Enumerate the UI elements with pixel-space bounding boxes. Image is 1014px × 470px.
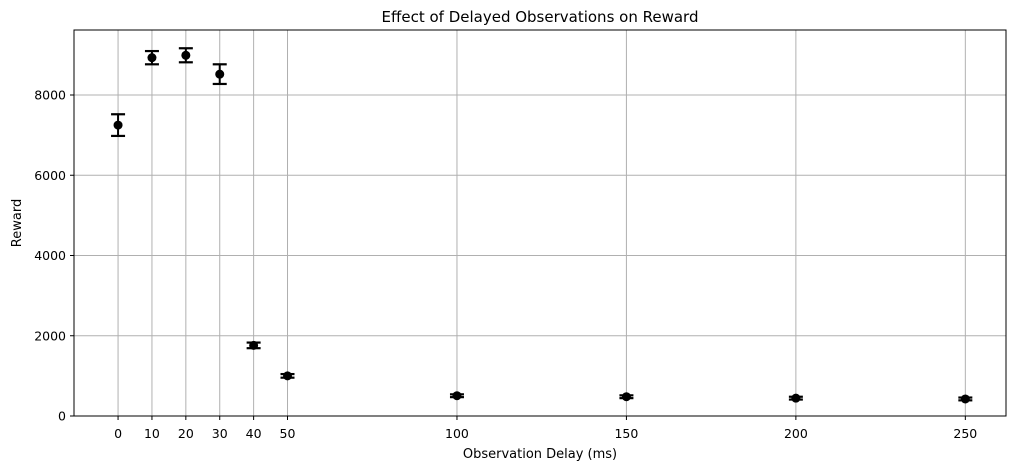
- x-tick-label: 10: [144, 426, 160, 441]
- x-tick-label: 200: [784, 426, 808, 441]
- x-axis-title: Observation Delay (ms): [463, 447, 617, 462]
- x-tick-label: 20: [178, 426, 194, 441]
- y-axis-title: Reward: [10, 199, 25, 247]
- y-tick-label: 4000: [34, 248, 66, 263]
- data-point: [452, 391, 462, 401]
- data-point: [113, 120, 123, 130]
- chart-title: Effect of Delayed Observations on Reward: [382, 8, 699, 26]
- data-point: [215, 69, 225, 79]
- x-tick-label: 250: [953, 426, 977, 441]
- data-point: [181, 50, 191, 60]
- x-tick-label: 40: [246, 426, 262, 441]
- grid: [74, 30, 1006, 417]
- data-point: [283, 371, 293, 381]
- data-points: [113, 50, 970, 404]
- data-point: [791, 393, 801, 403]
- data-point: [249, 340, 259, 350]
- y-tick-label: 6000: [34, 168, 66, 183]
- x-tick-label: 150: [614, 426, 638, 441]
- y-tick-label: 2000: [34, 328, 66, 343]
- y-tick-label: 0: [58, 409, 66, 424]
- plot-frame: [73, 29, 1007, 417]
- x-tick-label: 50: [280, 426, 296, 441]
- x-tick-label: 30: [212, 426, 228, 441]
- data-point: [147, 53, 157, 63]
- data-point: [960, 394, 970, 404]
- y-tick-label: 8000: [34, 88, 66, 103]
- x-tick-label: 0: [114, 426, 122, 441]
- x-axis-ticks: 0 10 20 30 40 50 100 150 200 250: [114, 416, 977, 441]
- error-bars: [111, 47, 973, 402]
- y-axis-ticks: 0 2000 4000 6000 8000: [34, 88, 74, 424]
- data-point: [621, 392, 631, 402]
- x-tick-label: 100: [445, 426, 469, 441]
